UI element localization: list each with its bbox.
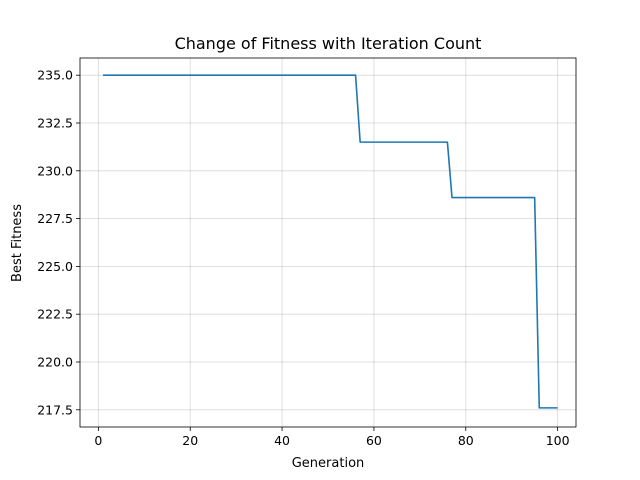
y-tick-label: 217.5 (37, 402, 73, 417)
y-tick-label: 227.5 (37, 211, 73, 226)
x-tick-label: 100 (546, 433, 570, 448)
x-tick-label: 20 (182, 433, 198, 448)
tick-layer: 0 20 40 60 80 100 217.5 220.0 222.5 225.0 227.5 230… (37, 68, 569, 448)
x-tick-label: 40 (274, 433, 290, 448)
y-tick-label: 222.5 (37, 307, 73, 322)
y-tick-label: 225.0 (37, 259, 73, 274)
series-layer (102, 74, 558, 409)
plot-frame (79, 57, 577, 428)
y-tick-label: 230.0 (37, 163, 73, 178)
y-tick-label: 220.0 (37, 354, 73, 369)
y-tick-label: 235.0 (37, 68, 73, 83)
x-axis-label: Generation (292, 456, 365, 471)
y-axis-label: Best Fitness (10, 204, 25, 282)
x-tick-label: 60 (366, 433, 382, 448)
fitness-series-line (102, 74, 558, 409)
y-tick-label: 232.5 (37, 116, 73, 131)
x-tick-label: 80 (458, 433, 474, 448)
chart-title: Change of Fitness with Iteration Count (175, 34, 482, 53)
x-tick-label: 0 (94, 433, 102, 448)
